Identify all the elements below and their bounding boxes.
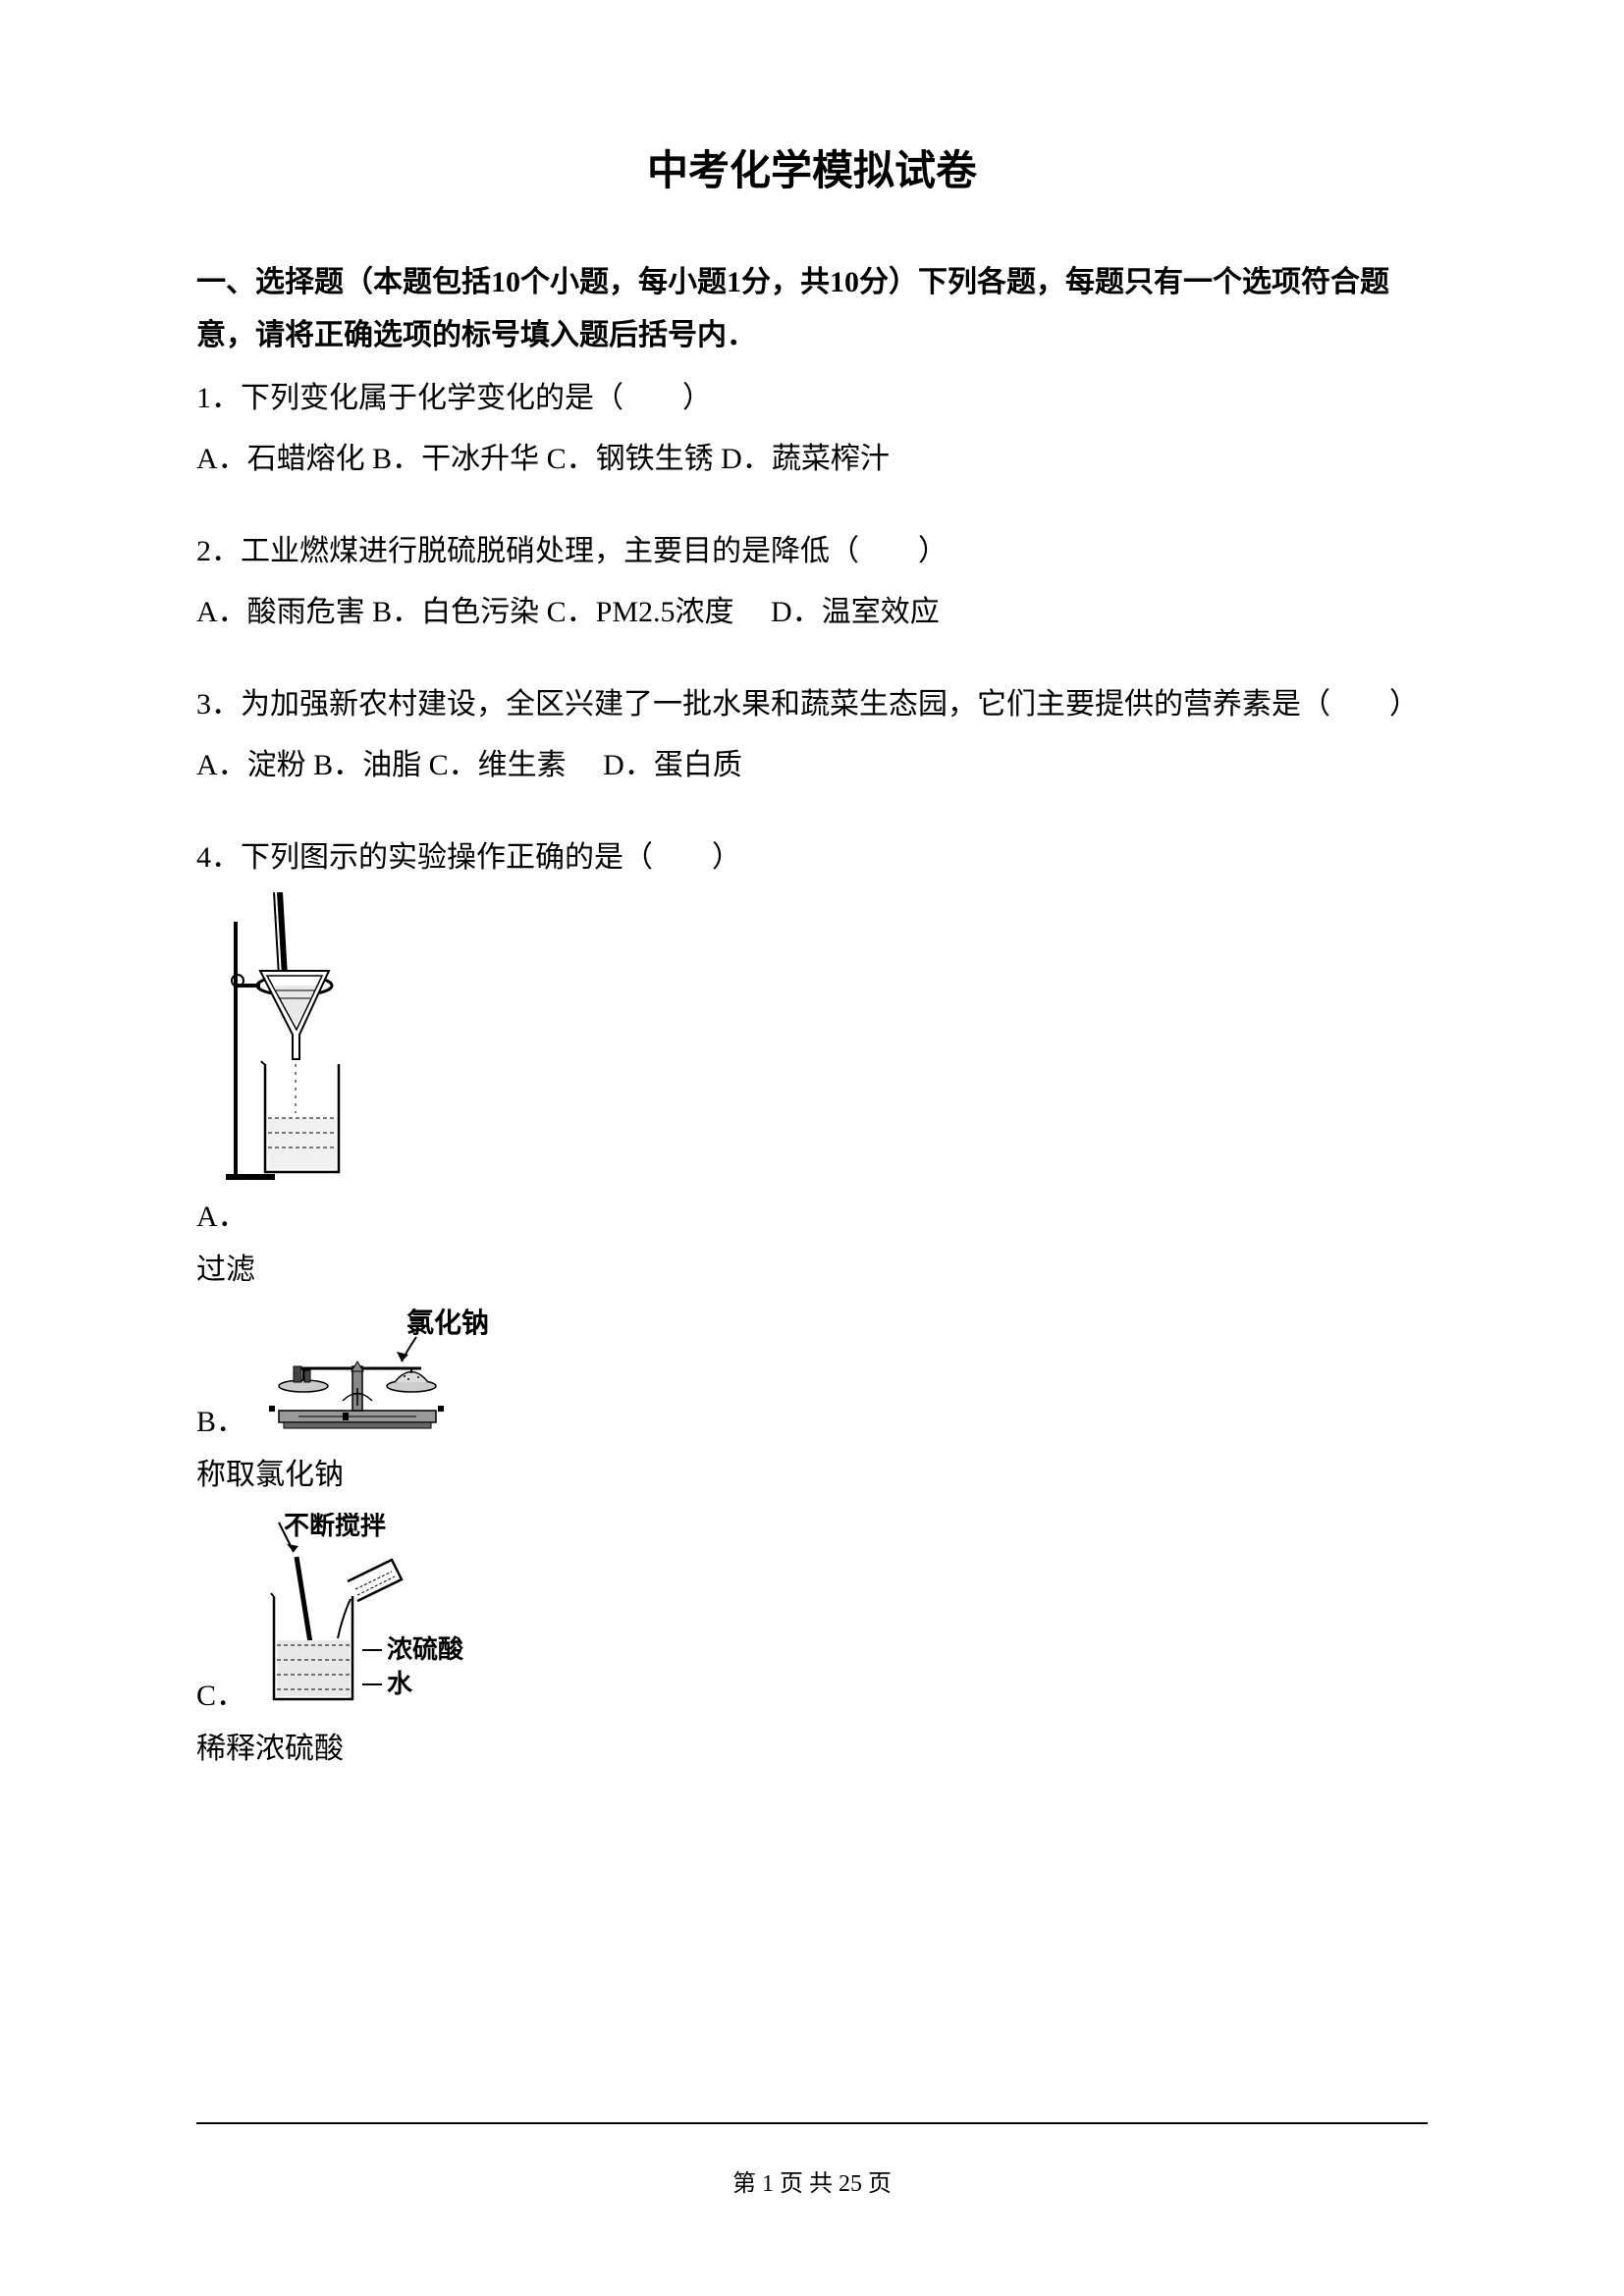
- figure-b-weighing: 氯化钠: [249, 1308, 505, 1435]
- acid-label: 浓硫酸: [387, 1634, 464, 1664]
- option-c-label: C．: [196, 1671, 245, 1714]
- option-b-block: B． 氯化钠: [196, 1308, 1428, 1440]
- option-a-label: A．: [196, 1192, 247, 1235]
- option-b-caption: 称取氯化钠: [196, 1450, 1428, 1493]
- question-4-text: 4．下列图示的实验操作正确的是（ ）: [196, 831, 1428, 884]
- question-2-options: A．酸雨危害 B．白色污染 C．PM2.5浓度 D．温室效应: [196, 586, 1428, 639]
- question-2-text: 2．工业燃煤进行脱硫脱硝处理，主要目的是降低（ ）: [196, 525, 1428, 578]
- figure-a-filtration: [226, 892, 383, 1187]
- page-title: 中考化学模拟试卷: [196, 137, 1428, 197]
- section-header: 一、选择题（本题包括10个小题，每小题1分，共10分）下列各题，每题只有一个选项…: [196, 256, 1428, 362]
- option-c-block: C． 不断搅拌 浓硫酸: [196, 1513, 1428, 1714]
- figure-c-dilution: 不断搅拌 浓硫酸 水: [249, 1513, 475, 1709]
- option-c-caption: 稀释浓硫酸: [196, 1724, 1428, 1767]
- water-label: 水: [387, 1670, 413, 1698]
- option-a-caption: 过滤: [196, 1245, 1428, 1288]
- stir-label: 不断搅拌: [284, 1513, 386, 1540]
- question-3-text: 3．为加强新农村建设，全区兴建了一批水果和蔬菜生态园，它们主要提供的营养素是（ …: [196, 678, 1428, 731]
- question-1-options: A．石蜡熔化 B．干冰升华 C．钢铁生锈 D．蔬菜榨汁: [196, 433, 1428, 486]
- nacl-label: 氯化钠: [406, 1308, 489, 1339]
- option-b-label: B．: [196, 1397, 245, 1440]
- question-1-text: 1．下列变化属于化学变化的是（ ）: [196, 372, 1428, 425]
- question-3-options: A．淀粉 B．油脂 C．维生素 D．蛋白质: [196, 739, 1428, 792]
- option-a-block: A．: [196, 892, 1428, 1235]
- page-footer: 第 1 页 共 25 页: [196, 2122, 1428, 2198]
